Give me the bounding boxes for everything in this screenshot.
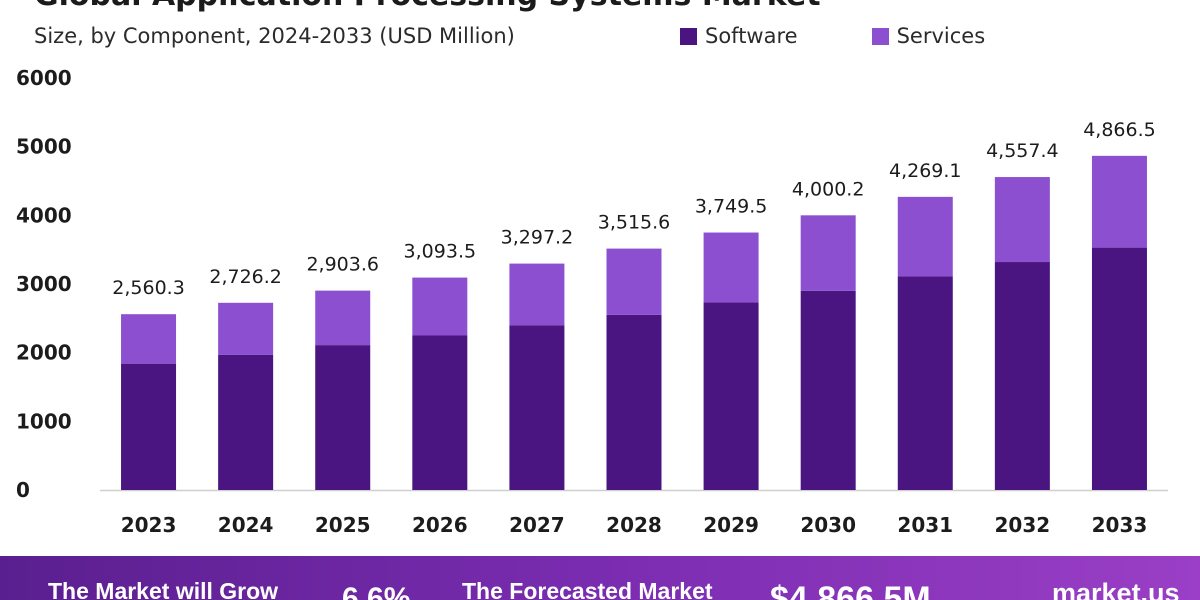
footer-cagr: 6.6% xyxy=(342,582,411,600)
bar-chart: 0 1000 2000 3000 4000 5000 6000 2,560.3 2023 2,72… xyxy=(16,66,1168,537)
bar-services-2029 xyxy=(703,232,759,303)
x-tick-label-2028: 2028 xyxy=(606,513,662,537)
y-tick-label: 6000 xyxy=(16,66,72,90)
bar-services-2024 xyxy=(218,302,274,355)
x-tick-label-2032: 2032 xyxy=(995,513,1051,537)
data-label-2031: 4,269.1 xyxy=(889,160,962,182)
data-label-2026: 3,093.5 xyxy=(404,241,477,263)
bar-services-2025 xyxy=(315,290,371,346)
x-tick-label-2026: 2026 xyxy=(412,513,468,537)
x-tick-label-2024: 2024 xyxy=(218,513,274,537)
y-tick-label: 3000 xyxy=(16,272,72,296)
bar-software-2031 xyxy=(897,276,953,490)
legend-swatch-software xyxy=(680,27,697,45)
bar-services-2030 xyxy=(800,215,856,291)
footer-banner: The Market will Grow 6.6% The Forecasted… xyxy=(0,556,1200,600)
data-label-2027: 3,297.2 xyxy=(501,227,574,249)
footer-market-label: market.us xyxy=(1052,578,1180,600)
bar-software-2026 xyxy=(412,335,468,490)
data-label-2028: 3,515.6 xyxy=(598,212,671,234)
data-label-2033: 4,866.5 xyxy=(1083,119,1156,141)
x-tick-label-2029: 2029 xyxy=(703,513,759,537)
legend-label-software: Software xyxy=(705,24,798,48)
y-tick-label: 0 xyxy=(16,478,30,502)
bar-services-2028 xyxy=(606,248,662,315)
bar-services-2031 xyxy=(897,196,953,277)
data-label-2023: 2,560.3 xyxy=(112,277,185,299)
chart-subtitle: Size, by Component, 2024-2033 (USD Milli… xyxy=(34,24,515,48)
bar-services-2023 xyxy=(121,314,177,364)
x-tick-label-2023: 2023 xyxy=(121,513,177,537)
bar-software-2028 xyxy=(606,314,662,490)
data-label-2029: 3,749.5 xyxy=(695,196,768,218)
bar-software-2033 xyxy=(1091,247,1147,490)
bar-software-2030 xyxy=(800,290,856,490)
data-label-2030: 4,000.2 xyxy=(792,178,865,200)
data-label-2032: 4,557.4 xyxy=(986,140,1059,162)
bar-services-2032 xyxy=(994,177,1050,263)
x-tick-label-2030: 2030 xyxy=(800,513,856,537)
bar-software-2025 xyxy=(315,345,371,490)
bar-services-2033 xyxy=(1091,155,1147,248)
legend-swatch-services xyxy=(871,27,889,45)
bar-services-2027 xyxy=(509,263,565,326)
footer-grow-label: The Market will Grow xyxy=(48,578,279,600)
x-tick-label-2025: 2025 xyxy=(315,513,371,537)
y-tick-label: 1000 xyxy=(16,409,72,433)
y-tick-label: 2000 xyxy=(16,341,72,365)
y-tick-label: 5000 xyxy=(16,135,72,159)
footer-forecast-value: $4,866.5M xyxy=(770,580,931,600)
legend-item-software: Software xyxy=(680,24,798,48)
data-label-2024: 2,726.2 xyxy=(209,266,282,288)
x-tick-label-2033: 2033 xyxy=(1092,513,1148,537)
legend-label-services: Services xyxy=(896,24,986,48)
chart-title: Global Application Processing Systems Ma… xyxy=(34,0,821,13)
bar-software-2029 xyxy=(703,302,759,490)
x-tick-label-2027: 2027 xyxy=(509,513,565,537)
bar-services-2026 xyxy=(412,277,468,336)
footer-forecast-label: The Forecasted Market xyxy=(462,578,713,600)
bar-software-2032 xyxy=(994,262,1050,490)
x-tick-label-2031: 2031 xyxy=(897,513,953,537)
legend-item-services: Services xyxy=(871,24,986,48)
bar-software-2024 xyxy=(218,354,274,490)
y-tick-label: 4000 xyxy=(16,203,72,227)
bar-software-2023 xyxy=(121,363,177,490)
bar-software-2027 xyxy=(509,325,565,490)
legend: Software Services xyxy=(680,24,985,48)
data-label-2025: 2,903.6 xyxy=(306,254,379,276)
